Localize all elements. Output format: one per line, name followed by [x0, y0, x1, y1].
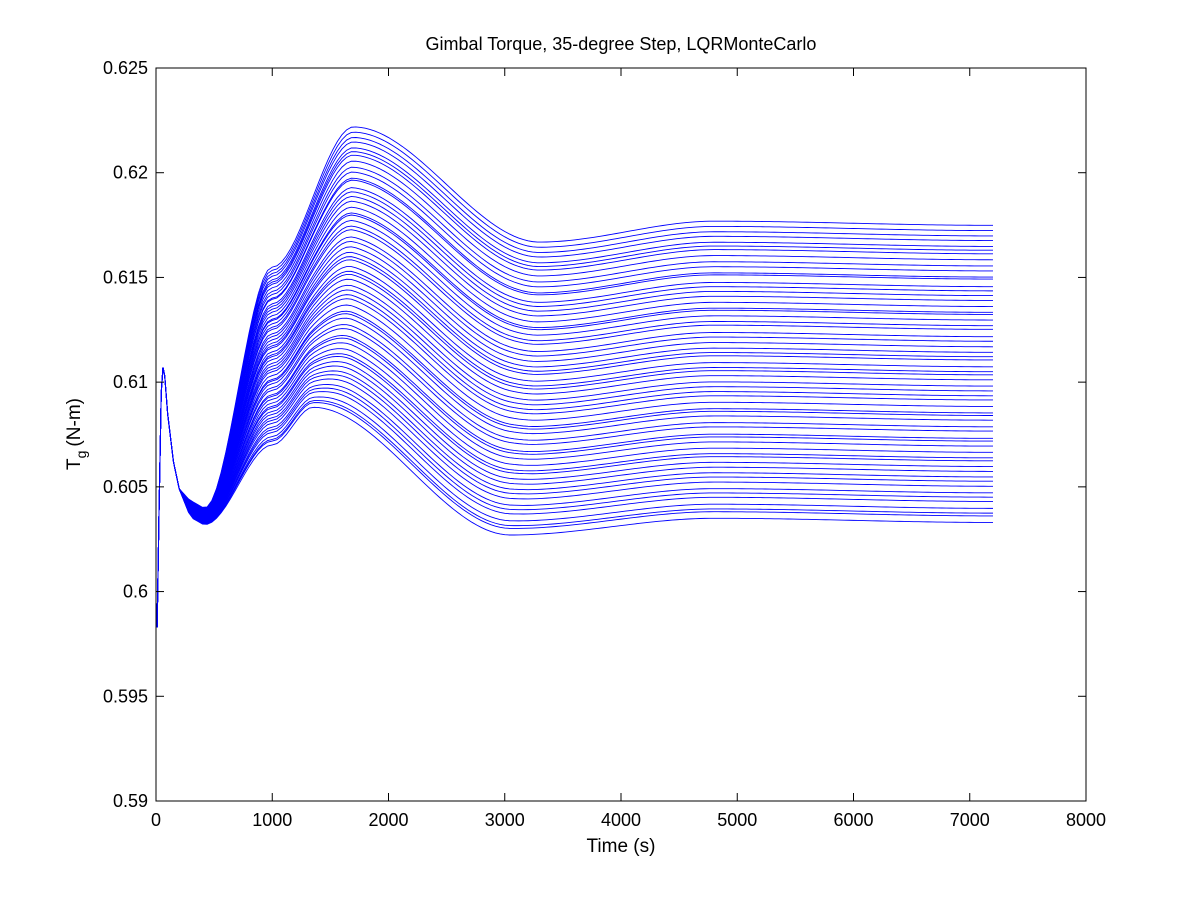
series-line-run-33	[155, 259, 993, 628]
series-line-run-52	[155, 166, 993, 628]
y-tick-label: 0.6	[123, 582, 148, 602]
series-line-run-14	[155, 353, 993, 628]
series-line-run-39	[155, 229, 993, 628]
series-line-run-43	[155, 212, 993, 628]
series-line-run-15	[155, 348, 993, 628]
series-line-run-47	[155, 191, 994, 628]
series-line-run-11	[155, 365, 994, 628]
series-line-run-1	[155, 367, 993, 628]
series-line-run-50	[155, 177, 993, 628]
series-line-run-27	[155, 289, 993, 628]
series-line-run-42	[155, 214, 993, 628]
y-tick-label: 0.61	[113, 372, 148, 392]
series-line-run-7	[155, 367, 994, 628]
series-line-run-34	[155, 256, 993, 628]
series-line-run-26	[155, 294, 994, 628]
series-line-run-51	[155, 171, 994, 628]
series-line-run-12	[155, 361, 993, 628]
series-line-run-48	[155, 187, 993, 628]
series-line-run-30	[155, 273, 993, 628]
series-line-run-53	[155, 160, 994, 628]
series-line-run-41	[155, 220, 993, 628]
series-line-run-22	[155, 313, 993, 628]
series-line-run-6	[155, 367, 993, 628]
series-line-run-20	[155, 324, 994, 628]
y-axis-label-subscript: g	[73, 451, 89, 459]
series-line-run-59	[155, 131, 994, 628]
y-tick-label: 0.595	[103, 686, 148, 706]
series-line-run-56	[155, 147, 994, 628]
x-tick-label: 0	[151, 810, 161, 830]
x-tick-label: 8000	[1066, 810, 1106, 830]
series-line-run-44	[155, 206, 994, 628]
y-tick-label: 0.62	[113, 163, 148, 183]
series-line-run-32	[155, 266, 993, 628]
series-line-run-10	[155, 367, 993, 628]
series-line-run-55	[155, 151, 993, 628]
series-line-run-5	[155, 367, 993, 628]
y-tick-label: 0.605	[103, 477, 148, 497]
series-line-run-40	[155, 225, 994, 628]
series-line-run-36	[155, 246, 994, 628]
series-line-run-45	[155, 200, 993, 628]
series-line-run-21	[155, 317, 993, 628]
series-line-run-29	[155, 278, 994, 628]
x-tick-label: 5000	[717, 810, 757, 830]
series-line-run-46	[155, 195, 994, 628]
x-tick-label: 3000	[485, 810, 525, 830]
y-axis-label-unit: (N-m)	[64, 398, 85, 447]
y-tick-label: 0.625	[103, 58, 148, 78]
series-line-run-19	[155, 328, 993, 628]
series-line-run-57	[155, 141, 993, 628]
series-line-run-35	[155, 251, 993, 628]
plot-area	[156, 68, 1086, 801]
series-line-run-54	[155, 154, 993, 628]
series-line-run-37	[155, 240, 994, 628]
series-line-run-28	[155, 284, 993, 628]
series-line-run-58	[155, 137, 993, 628]
series-line-run-4	[155, 367, 993, 628]
y-tick-label: 0.59	[113, 791, 148, 811]
x-axis-ticks: 0 1000 2000 3000 4000 5000 6000 7000 8000	[151, 68, 1106, 830]
series-line-run-24	[155, 304, 993, 628]
x-axis-label: Time (s)	[587, 836, 656, 857]
x-tick-label: 2000	[368, 810, 408, 830]
series-line-run-25	[155, 298, 994, 628]
y-tick-label: 0.615	[103, 267, 148, 287]
series-line-run-49	[155, 179, 994, 628]
series-line-run-18	[155, 335, 993, 628]
x-tick-label: 6000	[833, 810, 873, 830]
series-line-run-8	[155, 367, 994, 628]
y-axis-ticks: 0.59 0.595 0.6 0.605 0.61 0.615 0.62 0.625	[103, 58, 1086, 811]
series-line-run-13	[155, 355, 993, 628]
chart-title: Gimbal Torque, 35-degree Step, LQRMonteC…	[426, 34, 817, 54]
series-line-run-3	[155, 367, 993, 628]
series-group	[155, 126, 994, 628]
series-line-run-23	[155, 310, 994, 628]
y-axis-label: Tg (N-m)	[64, 398, 89, 470]
x-tick-label: 7000	[950, 810, 990, 830]
series-line-run-31	[155, 270, 993, 628]
y-axis-label-main: T	[64, 458, 85, 470]
series-line-run-38	[155, 236, 993, 628]
x-tick-label: 1000	[252, 810, 292, 830]
series-line-run-9	[155, 367, 994, 628]
x-tick-label: 4000	[601, 810, 641, 830]
series-line-run-2	[155, 367, 994, 628]
series-line-run-60	[155, 126, 993, 628]
series-line-run-17	[155, 337, 994, 628]
series-line-run-16	[155, 342, 993, 628]
